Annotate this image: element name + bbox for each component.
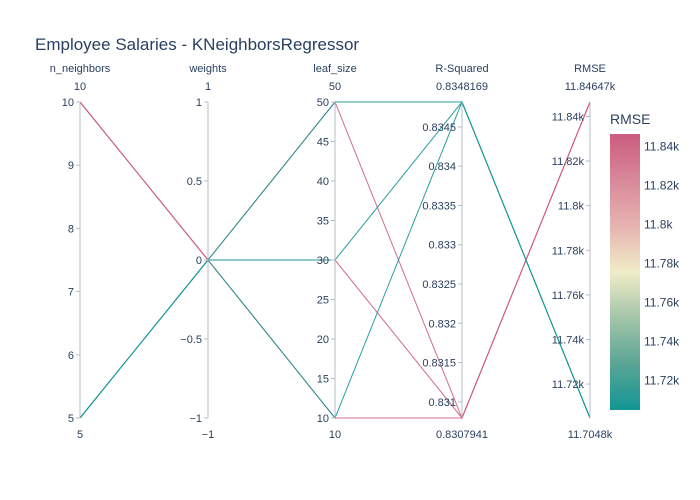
axis-tick-label: −1 [189,413,202,425]
axis-tick-label: 11.8k [558,201,585,213]
axis-label: leaf_size [313,63,356,75]
colorbar-tick-label: 11.82k [644,179,680,193]
axis-max-label: 10 [74,81,86,93]
axis-tick-label: 6 [68,350,74,362]
axis-tick-label: 11.74k [552,334,585,346]
colorbar-tick-label: 11.74k [644,334,680,348]
axis-min-label: 10 [329,429,341,441]
axis-tick-label: 11.78k [552,245,585,257]
axis-min-label: 0.8307941 [436,429,488,441]
axis-rmse: RMSE 11.84647k 11.7048k 11.72k 11.74k 11.76k 1… [552,63,616,441]
axis-tick-label: 11.82k [552,156,585,168]
colorbar-title: RMSE [610,111,650,127]
axis-tick-label: 0.8335 [422,200,456,212]
colorbar-tick-label: 11.78k [644,256,680,270]
axis-tick-label: 15 [317,374,329,386]
colorbar-tick-label: 11.72k [644,373,680,387]
axis-label: RMSE [574,63,606,75]
axis-tick-label: 0.832 [428,318,456,330]
axis-tick-label: −0.5 [180,334,202,346]
axis-tick-label: 8 [68,223,74,235]
colorbar-tick-label: 11.84k [644,140,680,154]
axis-tick-label: 50 [317,97,329,109]
axis-tick-label: 9 [68,160,74,172]
axis-tick-label: 1 [196,97,202,109]
chart-title: Employee Salaries - KNeighborsRegressor [35,35,359,54]
axis-tick-label: 0.834 [428,161,456,173]
axis-tick-label: 35 [317,216,329,228]
axis-tick-label: 45 [317,137,329,149]
axis-weights: weights 1 −1−1 −0.5 0 0.5 1 [180,63,227,441]
axis-tick-label: 5 [68,413,74,425]
axis-tick-label: 0.5 [187,176,202,188]
axis-max-label: 1 [205,81,211,93]
axis-tick-label: 7 [68,287,74,299]
axis-max-label: 11.84647k [565,81,616,93]
axis-n-neighbors: n_neighbors 10 55 6 7 8 9 10 [50,63,111,441]
axis-tick-label: 30 [317,255,329,267]
axis-min-label: 11.7048k [568,429,613,441]
axes: n_neighbors 10 55 6 7 8 9 10 weights 1 −1−1 −0.5 0 0.… [50,63,616,441]
axis-tick-label: 11.72k [552,379,585,391]
axis-r-squared: R-Squared 0.8348169 0.8307941 0.831 0.8315 0.… [422,63,488,441]
axis-label: R-Squared [435,63,488,75]
colorbar-gradient [610,134,640,410]
colorbar-ticks: 11.72k 11.74k 11.76k 11.78k 11.8k 11.82k 11.84… [644,140,680,388]
axis-tick-label: 40 [317,176,329,188]
axis-label: n_neighbors [50,63,111,75]
axis-max-label: 50 [329,81,341,93]
axis-tick-label: 11.76k [552,290,585,302]
axis-tick-label: 20 [317,334,329,346]
axis-min-label: −1 [202,429,215,441]
axis-min-label: 5 [77,429,83,441]
axis-max-label: 0.8348169 [436,81,488,93]
axis-tick-label: 0.8315 [422,358,456,370]
axis-tick-label: 25 [317,295,329,307]
axis-tick-label: 0.8345 [422,122,456,134]
axis-tick-label: 0 [196,255,202,267]
colorbar-tick-label: 11.76k [644,295,680,309]
axis-tick-label: 11.84k [552,111,585,123]
axis-tick-label: 10 [62,97,74,109]
axis-tick-label: 0.833 [428,240,456,252]
colorbar: RMSE 11.72k 11.74k 11.76k 11.78k 11.8k 11.82k… [610,111,680,410]
axis-tick-label: 0.8325 [422,279,456,291]
axis-tick-label: 0.831 [428,397,456,409]
axis-tick-label: 10 [317,413,329,425]
colorbar-tick-label: 11.8k [644,218,673,232]
axis-label: weights [188,63,227,75]
